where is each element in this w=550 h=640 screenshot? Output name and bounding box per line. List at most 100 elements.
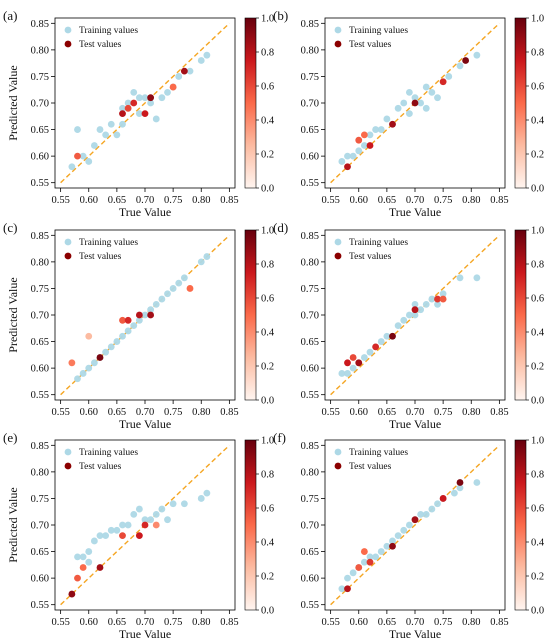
colorbar-tick-label: 0.6 [531, 82, 544, 93]
training-point [79, 370, 87, 377]
training-point [135, 505, 143, 513]
y-tick-label: 0.80 [31, 467, 49, 478]
training-point [383, 332, 391, 340]
legend: Training values Test values [334, 238, 408, 262]
training-point [85, 558, 93, 566]
colorbar-tick-label: 1.0 [261, 14, 274, 25]
x-tick-label: 0.70 [136, 407, 154, 418]
training-point [152, 300, 160, 308]
x-tick-label: 0.60 [80, 195, 98, 206]
training-point [90, 537, 98, 545]
training-point [102, 348, 110, 356]
training-point [389, 537, 396, 545]
test-point [141, 110, 149, 118]
training-point [169, 285, 177, 292]
training-point [450, 489, 458, 497]
training-point [175, 73, 183, 80]
test-point [79, 564, 87, 571]
training-point [85, 158, 93, 165]
training-point [377, 548, 385, 555]
test-point [68, 590, 76, 598]
test-point [85, 332, 93, 340]
x-tick-label: 0.60 [350, 407, 368, 418]
training-point [344, 574, 351, 582]
y-axis-label: Predicted Value [6, 277, 20, 352]
legend-marker-training [64, 238, 72, 246]
colorbar-tick-label: 0.8 [261, 48, 274, 59]
x-tick-label: 0.75 [164, 617, 182, 628]
y-tick-label: 0.55 [301, 390, 319, 401]
legend-label-training: Training values [79, 26, 138, 36]
training-point [417, 306, 425, 314]
legend-marker-training [64, 448, 72, 456]
test-point [411, 516, 419, 524]
training-point [366, 131, 374, 139]
test-point [462, 57, 470, 64]
training-point [411, 94, 419, 102]
colorbar [514, 439, 527, 611]
x-tick-label: 0.65 [108, 407, 126, 418]
training-point [203, 51, 211, 59]
training-point [141, 516, 149, 524]
panel-label: (c) [3, 220, 17, 235]
training-point [113, 131, 121, 139]
chart-panel: (a) 0.55 0.60 0.65 0.70 0.75 0.80 0.85 0.55 0.60 0… [3, 8, 275, 219]
training-point [141, 94, 149, 102]
training-point [372, 553, 380, 561]
colorbar-tick-label: 0.4 [531, 328, 545, 339]
colorbar-tick-label: 0.2 [261, 572, 274, 583]
training-point [197, 495, 205, 502]
legend-label-training: Training values [349, 26, 408, 36]
legend-marker-test [334, 462, 342, 470]
training-point [119, 120, 126, 128]
training-point [360, 354, 368, 361]
training-point [135, 94, 143, 102]
test-point [147, 311, 155, 319]
training-point [445, 73, 453, 80]
test-point [124, 316, 132, 324]
training-point [164, 290, 171, 298]
y-tick-label: 0.70 [301, 311, 319, 322]
y-tick-label: 0.55 [31, 390, 49, 401]
y-tick-label: 0.55 [301, 178, 319, 189]
x-tick-label: 0.80 [192, 195, 210, 206]
y-tick-label: 0.75 [301, 284, 319, 295]
x-tick-label: 0.65 [378, 617, 396, 628]
test-point [152, 521, 160, 529]
x-tick-label: 0.75 [164, 195, 182, 206]
x-tick-label: 0.60 [80, 407, 98, 418]
training-point [349, 569, 357, 577]
training-point [434, 500, 441, 508]
training-point [96, 532, 104, 540]
test-point [344, 585, 351, 593]
chart-panel: (e) 0.55 0.60 0.65 0.70 0.75 0.80 0.85 0.55 0.60 0… [3, 430, 275, 640]
legend-marker-test [334, 252, 342, 260]
test-point [411, 306, 419, 314]
colorbar-tick-label: 0.0 [261, 606, 274, 617]
legend-marker-training [334, 238, 342, 246]
training-point [141, 311, 149, 319]
panel-label: (f) [273, 430, 286, 445]
x-tick-label: 0.80 [192, 407, 210, 418]
training-point [434, 300, 441, 308]
training-point [135, 316, 143, 324]
chart-panel: (b) 0.55 0.60 0.65 0.70 0.75 0.80 0.85 0.55 0.60 0… [273, 8, 545, 219]
training-point [428, 505, 436, 513]
training-point [119, 332, 126, 340]
colorbar-tick-label: 1.0 [261, 226, 274, 237]
colorbar-tick-label: 0.2 [261, 150, 274, 161]
colorbar-tick-label: 0.4 [531, 116, 545, 127]
colorbar-tick-label: 0.0 [531, 606, 544, 617]
training-point [79, 553, 87, 561]
training-point [124, 327, 132, 335]
test-point [456, 479, 464, 486]
training-point [400, 526, 408, 534]
training-point [417, 99, 425, 107]
test-point [360, 131, 368, 139]
training-point [113, 526, 121, 534]
training-point [422, 104, 430, 112]
training-point [400, 99, 408, 107]
training-point [405, 110, 413, 118]
legend-label-test: Test values [79, 462, 122, 472]
training-point [411, 300, 419, 308]
